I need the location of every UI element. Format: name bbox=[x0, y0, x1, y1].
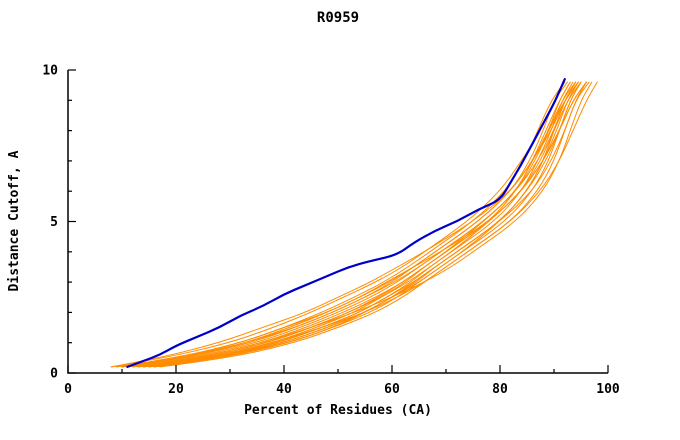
curve-model-05 bbox=[126, 81, 571, 368]
curve-model-17 bbox=[121, 81, 587, 368]
y-tick-label: 0 bbox=[50, 367, 58, 382]
x-axis-label: Percent of Residues (CA) bbox=[244, 403, 432, 418]
curve-model-20 bbox=[110, 81, 579, 368]
curve-model-04 bbox=[153, 81, 582, 368]
curve-model-10 bbox=[121, 81, 577, 368]
curve-model-06 bbox=[137, 81, 574, 368]
x-tick-label: 100 bbox=[596, 382, 620, 397]
tick-labels-group: 0 20 40 60 80 100 0 5 10 bbox=[42, 64, 620, 398]
curve-highlighted-model bbox=[126, 78, 566, 368]
curve-model-13 bbox=[143, 81, 582, 368]
y-axis-label: Distance Cutoff, A bbox=[7, 150, 22, 291]
curve-model-21 bbox=[143, 81, 598, 368]
y-tick-label: 10 bbox=[42, 64, 58, 79]
curve-model-18 bbox=[148, 81, 582, 368]
x-tick-label: 0 bbox=[64, 382, 72, 397]
curve-model-19 bbox=[132, 81, 593, 368]
y-tick-label: 5 bbox=[50, 215, 58, 230]
x-tick-label: 80 bbox=[492, 382, 508, 397]
curve-model-14 bbox=[116, 81, 577, 368]
chart-title: R0959 bbox=[317, 10, 359, 26]
curve-model-16 bbox=[153, 81, 590, 368]
curve-model-01 bbox=[121, 81, 566, 368]
curve-model-08 bbox=[148, 81, 579, 368]
x-tick-label: 60 bbox=[384, 382, 400, 397]
x-tick-label: 20 bbox=[168, 382, 184, 397]
axes-group bbox=[67, 69, 609, 374]
curve-model-15 bbox=[137, 81, 587, 368]
curves-group bbox=[110, 78, 598, 368]
x-tick-label: 40 bbox=[276, 382, 292, 397]
